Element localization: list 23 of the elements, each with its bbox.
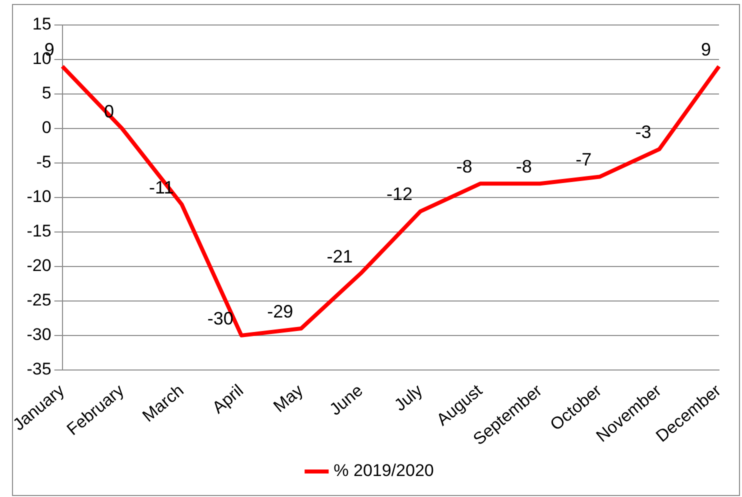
y-tick-label: 15 xyxy=(32,14,52,34)
x-tick-label: June xyxy=(326,380,366,420)
data-label: -21 xyxy=(326,246,353,266)
y-tick-label: -25 xyxy=(26,290,52,310)
data-label: -30 xyxy=(207,308,234,328)
x-tick-label: July xyxy=(390,380,426,415)
y-tick-label: -20 xyxy=(26,256,52,276)
data-label: -29 xyxy=(267,302,294,322)
y-tick-label: -35 xyxy=(26,360,52,379)
data-label: -8 xyxy=(516,156,532,177)
x-tick-label: May xyxy=(270,380,308,416)
data-label: -8 xyxy=(456,156,472,177)
y-tick-label: -30 xyxy=(26,325,52,344)
y-tick-label: 0 xyxy=(42,118,52,138)
y-tick-label: -10 xyxy=(26,187,52,206)
y-tick-label: -15 xyxy=(26,222,52,241)
legend-label: % 2019/2020 xyxy=(334,461,434,480)
data-label: -7 xyxy=(576,150,592,170)
y-tick-label: -5 xyxy=(36,152,52,172)
data-label: -12 xyxy=(386,184,413,204)
y-tick-label: 5 xyxy=(42,84,52,103)
data-label: -3 xyxy=(635,122,652,142)
data-label: 9 xyxy=(700,39,711,60)
